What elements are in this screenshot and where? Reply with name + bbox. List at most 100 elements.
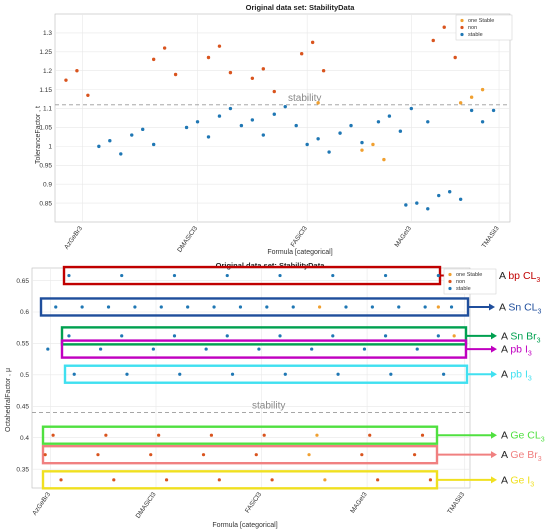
data-point <box>272 112 276 116</box>
data-point <box>449 305 454 309</box>
data-point <box>382 157 386 162</box>
legend-marker <box>448 286 452 291</box>
row-label: A Ge I3 <box>501 474 534 488</box>
data-point <box>270 478 274 482</box>
y-tick-label: 0.5 <box>20 372 29 379</box>
data-point <box>436 305 440 309</box>
data-point <box>321 69 326 73</box>
data-point <box>178 372 182 376</box>
factor-row: A Ge I3 <box>41 470 534 490</box>
data-point <box>184 125 189 130</box>
data-point <box>383 273 388 278</box>
data-point <box>151 57 156 62</box>
data-point <box>162 46 167 50</box>
row-highlight-box <box>63 364 469 384</box>
legend-entry: one Stable <box>456 272 482 278</box>
data-point <box>299 52 304 56</box>
data-point <box>370 305 374 309</box>
data-point <box>257 347 261 351</box>
y-tick-label: 1.25 <box>39 49 52 56</box>
data-point <box>54 305 58 309</box>
data-point <box>104 433 108 437</box>
stability-label: stability <box>252 401 285 412</box>
legend-box <box>443 268 497 295</box>
data-point <box>458 101 463 105</box>
data-point <box>362 347 367 351</box>
y-axis-label: ToleranceFactor , t <box>35 106 42 164</box>
data-point <box>283 104 287 109</box>
data-point <box>201 453 206 457</box>
factor-row: A Ge CL3 <box>41 425 545 445</box>
data-point <box>436 273 440 278</box>
data-point <box>86 93 90 98</box>
x-tick-label: FASiCl3 <box>290 225 309 249</box>
data-point <box>106 305 111 309</box>
data-point <box>338 131 342 135</box>
data-point <box>307 453 311 457</box>
arrow-head <box>491 476 497 484</box>
data-point <box>327 150 331 154</box>
legend-marker <box>448 279 452 284</box>
legend-entry: non <box>456 279 465 285</box>
data-point <box>96 453 100 457</box>
data-point <box>415 201 419 205</box>
data-point <box>262 433 266 437</box>
arrow-head <box>491 370 497 378</box>
data-point <box>228 106 233 111</box>
data-point <box>164 478 169 482</box>
y-tick-label: 0.65 <box>16 278 29 285</box>
row-highlight-box <box>39 297 470 317</box>
data-point <box>447 190 452 194</box>
data-point <box>294 123 298 128</box>
data-point <box>469 95 474 99</box>
x-tick-label: MAGeI3 <box>394 225 414 249</box>
row-label: A Ge CL3 <box>501 430 545 444</box>
data-point <box>80 305 84 309</box>
y-tick-label: 0.4 <box>20 435 29 442</box>
chart-bottom: Original data set: StabilityData 0.35 0.4… <box>5 261 545 529</box>
data-point <box>212 305 216 309</box>
data-point <box>217 44 222 48</box>
data-point <box>431 38 435 43</box>
legend-marker <box>460 18 464 23</box>
legend-entry: one Stable <box>468 18 494 24</box>
row-label: A Ge Br3 <box>501 449 542 463</box>
arrow-head <box>491 345 497 353</box>
y-tick-label: 0.45 <box>16 403 29 410</box>
legend-entry: stable <box>468 32 483 38</box>
data-point <box>225 273 229 278</box>
data-point <box>368 433 372 437</box>
data-point <box>151 142 156 147</box>
data-point <box>376 478 380 482</box>
data-point <box>318 305 322 309</box>
row-label: A pb I3 <box>501 369 532 383</box>
data-point <box>458 197 463 202</box>
data-point <box>51 433 55 437</box>
y-tick-label: 1.05 <box>39 125 52 132</box>
y-tick-label: 1.1 <box>43 106 52 113</box>
data-point <box>217 478 221 482</box>
data-point <box>323 478 327 482</box>
data-point <box>423 305 427 309</box>
data-point <box>283 372 287 376</box>
x-tick-label: AzGeBr3 <box>63 225 84 251</box>
x-tick-label: DMASiCl3 <box>135 491 158 520</box>
data-point <box>469 108 474 113</box>
data-point <box>360 148 364 152</box>
x-tick-label: TMASiI3 <box>481 225 501 250</box>
data-point <box>480 87 485 92</box>
factor-row: A Ge Br3 <box>41 444 542 465</box>
data-point <box>397 305 401 309</box>
legend-entry: stable <box>456 286 471 292</box>
y-tick-label: 1 <box>48 144 52 151</box>
row-highlight-box <box>41 444 439 465</box>
data-point <box>409 106 414 111</box>
data-point <box>305 142 309 147</box>
legend-marker <box>460 32 464 37</box>
x-tick-label: DMASiCl3 <box>176 225 199 254</box>
data-point <box>99 347 103 351</box>
y-tick-label: 0.55 <box>16 341 29 348</box>
data-point <box>228 70 233 75</box>
